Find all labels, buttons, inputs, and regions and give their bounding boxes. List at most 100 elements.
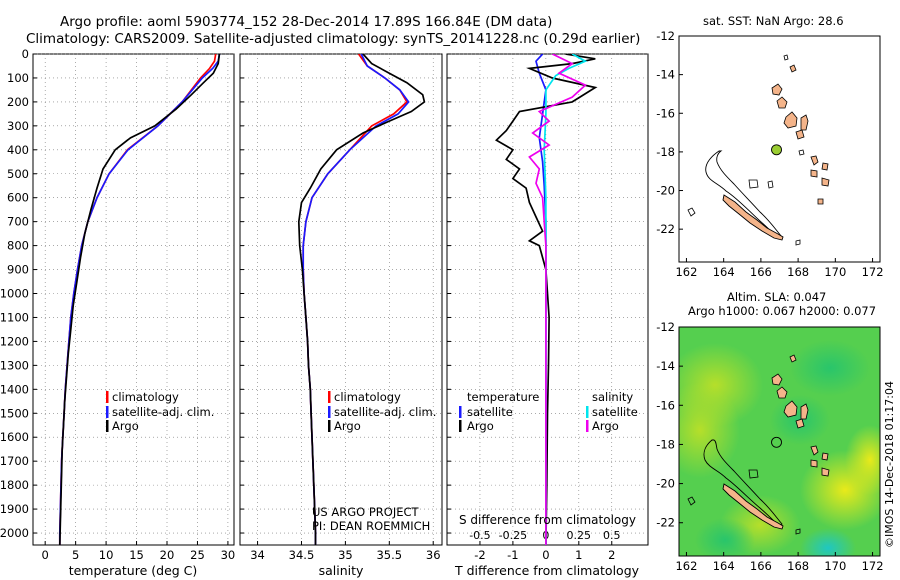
depth-tick-label: 1200 — [0, 334, 29, 348]
salinity-difference-xlabel: S difference from climatology — [459, 513, 636, 527]
difference-legend: temperature salinity satellite Argo sate… — [459, 390, 638, 433]
sla-blob-8 — [800, 528, 856, 556]
legend-temp-argo: Argo — [467, 419, 494, 433]
islet-4 — [687, 496, 696, 506]
sla-blob-2 — [679, 382, 740, 478]
legend-satellite: satellite-adj. clim. — [112, 405, 214, 419]
x-tick-label: -2 — [474, 548, 485, 562]
pi-annotation: PI: DEAN ROEMMICH — [312, 519, 430, 533]
depth-tick-label: 300 — [7, 119, 29, 133]
depth-tick-label: 1500 — [0, 406, 29, 420]
depth-tick-label: 400 — [7, 143, 29, 157]
map-y-tick-label: -16 — [656, 398, 675, 412]
islet-6 — [795, 528, 801, 535]
depth-tick-label: 200 — [7, 95, 29, 109]
islet-3 — [767, 180, 774, 189]
island-8 — [821, 452, 829, 461]
islet-2 — [748, 469, 759, 479]
legend-header-temperature: temperature — [467, 390, 539, 404]
legend-marker-argo — [328, 420, 331, 432]
title-line1: Argo profile: aoml 5903774_152 28-Dec-20… — [60, 14, 552, 30]
islet-2 — [748, 179, 759, 189]
island-5 — [795, 418, 805, 429]
depth-tick-label: 600 — [7, 191, 29, 205]
island-4 — [800, 114, 809, 131]
new-caledonia-island — [722, 194, 784, 241]
series-line-argo — [297, 54, 426, 545]
legend-marker-satellite — [328, 406, 331, 418]
x-tick-label: 34 — [250, 548, 265, 562]
argo-location-marker — [771, 144, 782, 156]
map-y-tick-label: -20 — [656, 477, 675, 491]
series-line-salinity-satellite — [543, 54, 588, 545]
legend-climatology: climatology — [112, 390, 179, 404]
island-2 — [776, 96, 788, 109]
depth-tick-label: 100 — [7, 71, 29, 85]
x-tick-label: 34.5 — [289, 548, 315, 562]
depth-tick-label: 1100 — [0, 310, 29, 324]
island-10 — [821, 467, 830, 477]
sla-map-frame — [678, 326, 881, 557]
series-line-temperature-argo — [495, 54, 598, 545]
legend-marker-argo — [106, 420, 109, 432]
map-y-tick-label: -20 — [656, 184, 675, 198]
x-tick-label: 20 — [160, 548, 175, 562]
map-x-tick-label: 168 — [787, 559, 809, 573]
map-x-tick-label: 162 — [675, 559, 697, 573]
island-3 — [783, 400, 798, 418]
secondary-tick-label: 0.5 — [603, 529, 621, 542]
salinity-legend: climatology satellite-adj. clim. Argo — [328, 390, 436, 433]
sst-map: sat. SST: NaN Argo: 28.6 162 164 166 168 170… — [656, 14, 883, 279]
sla-blob-4 — [845, 425, 880, 495]
sst-map-title: sat. SST: NaN Argo: 28.6 — [703, 14, 844, 28]
map-y-tick-label: -12 — [656, 29, 675, 43]
map-y-tick-label: -16 — [656, 106, 675, 120]
island-11 — [817, 198, 824, 205]
depth-tick-label: 1600 — [0, 430, 29, 444]
x-tick-label: 0 — [542, 548, 549, 562]
legend-satellite: satellite-adj. clim. — [334, 405, 436, 419]
island-5 — [795, 129, 805, 140]
islet-4 — [687, 207, 696, 217]
salinity-plot-frame — [239, 53, 443, 546]
island-9 — [810, 459, 818, 468]
legend-marker-sal-satellite — [586, 406, 589, 418]
depth-tick-label: 1700 — [0, 454, 29, 468]
legend-marker-temp-argo — [459, 420, 462, 432]
salinity-tick-labels: 34 34.5 35 35.5 36 — [250, 548, 440, 562]
map-x-tick-label: 162 — [675, 265, 697, 279]
x-tick-label: 35.5 — [376, 548, 402, 562]
secondary-tick-label: 0.25 — [567, 529, 592, 542]
legend-argo: Argo — [112, 419, 139, 433]
island-2 — [776, 386, 788, 399]
x-tick-label: 30 — [221, 548, 236, 562]
islet-5 — [783, 54, 789, 61]
temperature-series — [58, 54, 221, 545]
map-x-tick-label: 164 — [713, 265, 735, 279]
legend-marker-climatology — [328, 391, 331, 403]
legend-marker-sal-argo — [586, 420, 589, 432]
depth-tick-label: 500 — [7, 167, 29, 181]
islet-1 — [798, 149, 805, 156]
island-10 — [821, 177, 830, 187]
depth-tick-label: 900 — [7, 263, 29, 277]
island-4 — [800, 403, 809, 420]
series-line-argo — [58, 54, 221, 545]
map-y-tick-label: -22 — [656, 222, 675, 236]
title-line2: Climatology: CARS2009. Satellite-adjuste… — [26, 31, 640, 47]
temperature-gridlines — [33, 53, 234, 545]
sst-map-ticks: 162 164 166 168 170 172 -12 -14 -16 -18 -20 -22 — [656, 29, 883, 279]
legend-marker-climatology — [106, 391, 109, 403]
depth-tick-label: 2000 — [0, 526, 29, 540]
map-x-tick-label: 164 — [713, 559, 735, 573]
sla-map-ticks: 162 164 166 168 170 172 -12 -14 -16 -18 -20 -22 — [656, 320, 883, 573]
temperature-xlabel: temperature (deg C) — [69, 563, 198, 578]
x-tick-label: 2 — [608, 548, 615, 562]
x-tick-label: 15 — [129, 548, 144, 562]
map-x-tick-label: 166 — [750, 559, 772, 573]
x-tick-label: 25 — [190, 548, 205, 562]
island-3 — [783, 111, 798, 129]
legend-marker-satellite — [106, 406, 109, 418]
salinity-xlabel: salinity — [319, 563, 364, 578]
depth-axis-labels: 0 100 200 300 400 500 600 700 800 900 1000 1100 1200… — [0, 47, 29, 540]
